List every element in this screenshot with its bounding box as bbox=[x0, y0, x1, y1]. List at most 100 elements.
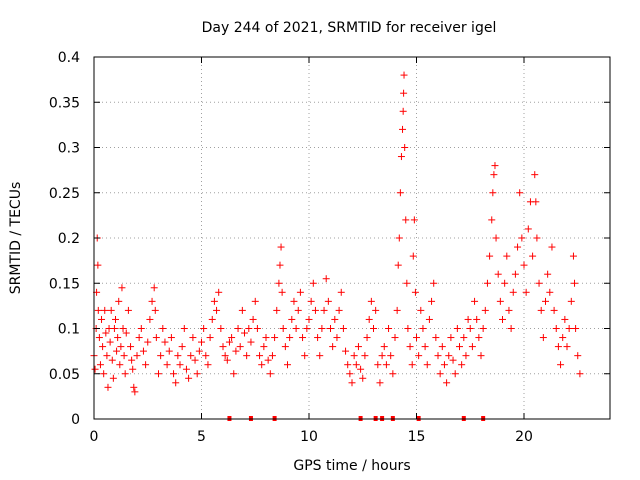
x-tick-label: 5 bbox=[197, 429, 206, 445]
data-point bbox=[118, 284, 126, 292]
data-point bbox=[501, 279, 509, 287]
data-point bbox=[301, 352, 309, 360]
data-point bbox=[260, 343, 268, 351]
data-point bbox=[208, 315, 216, 323]
x-tick-label: 0 bbox=[90, 429, 99, 445]
data-point bbox=[102, 329, 110, 337]
data-point bbox=[380, 343, 388, 351]
data-point bbox=[286, 334, 294, 342]
data-point bbox=[486, 252, 494, 260]
data-point bbox=[481, 306, 489, 314]
data-point bbox=[550, 306, 558, 314]
y-tick-label: 0.4 bbox=[58, 50, 80, 66]
data-point bbox=[251, 297, 259, 305]
data-point bbox=[574, 352, 582, 360]
data-point bbox=[505, 306, 513, 314]
data-point bbox=[253, 325, 261, 332]
data-point bbox=[309, 279, 317, 287]
data-point bbox=[278, 288, 286, 296]
data-point bbox=[290, 297, 298, 305]
data-point bbox=[563, 343, 571, 351]
data-point bbox=[137, 325, 145, 332]
data-point bbox=[275, 279, 283, 287]
data-point bbox=[357, 365, 365, 373]
y-tick-label: 0.25 bbox=[49, 186, 80, 202]
data-point bbox=[576, 370, 584, 378]
data-point bbox=[288, 315, 296, 323]
data-point bbox=[262, 334, 270, 342]
data-point bbox=[284, 361, 291, 369]
data-point bbox=[411, 288, 419, 296]
data-point bbox=[389, 370, 397, 378]
data-point bbox=[503, 252, 511, 260]
data-point bbox=[91, 365, 99, 373]
data-point bbox=[552, 325, 560, 332]
data-point bbox=[396, 189, 404, 197]
data-point bbox=[236, 343, 244, 351]
data-point bbox=[443, 379, 451, 387]
data-point bbox=[518, 234, 526, 242]
data-point bbox=[108, 356, 116, 364]
data-point bbox=[490, 171, 498, 179]
data-point bbox=[462, 352, 470, 360]
data-point bbox=[256, 352, 264, 360]
data-point bbox=[121, 370, 129, 378]
data-point bbox=[110, 325, 118, 332]
data-point bbox=[491, 162, 499, 170]
data-point bbox=[182, 365, 190, 373]
data-point bbox=[350, 352, 358, 360]
data-point bbox=[432, 334, 440, 342]
data-point bbox=[352, 361, 360, 369]
data-point bbox=[488, 216, 496, 224]
data-point bbox=[567, 297, 575, 305]
data-point bbox=[189, 334, 197, 342]
data-point bbox=[507, 325, 515, 332]
data-point bbox=[447, 334, 455, 342]
data-point bbox=[335, 306, 343, 314]
data-point bbox=[217, 325, 225, 332]
data-point bbox=[135, 334, 143, 342]
data-point bbox=[565, 325, 573, 332]
data-point bbox=[557, 361, 565, 369]
data-point bbox=[537, 306, 545, 314]
x-tick-label: 20 bbox=[515, 429, 533, 445]
data-point bbox=[116, 361, 124, 369]
data-point bbox=[98, 315, 106, 323]
data-point bbox=[167, 334, 175, 342]
data-point bbox=[307, 297, 315, 305]
data-point bbox=[99, 343, 107, 351]
data-point bbox=[271, 334, 279, 342]
data-point bbox=[249, 315, 257, 323]
data-point bbox=[453, 325, 461, 332]
data-point bbox=[466, 325, 474, 332]
data-point bbox=[104, 383, 112, 391]
data-point bbox=[195, 347, 203, 355]
data-point bbox=[221, 352, 229, 360]
data-point bbox=[520, 261, 528, 269]
y-tick-label: 0.15 bbox=[49, 276, 80, 292]
data-point bbox=[372, 306, 380, 314]
data-point bbox=[279, 325, 287, 332]
data-point bbox=[281, 343, 289, 351]
data-point bbox=[176, 361, 184, 369]
plot-frame bbox=[93, 56, 611, 420]
data-point bbox=[101, 306, 109, 314]
y-tick-label: 0.35 bbox=[49, 95, 80, 111]
data-point bbox=[532, 198, 540, 206]
data-point bbox=[120, 352, 128, 360]
data-point bbox=[333, 334, 341, 342]
data-point bbox=[204, 361, 212, 369]
data-point bbox=[572, 325, 580, 332]
data-point bbox=[170, 370, 178, 378]
data-point bbox=[378, 352, 386, 360]
data-point bbox=[151, 306, 159, 314]
data-point bbox=[243, 352, 251, 360]
data-point bbox=[142, 361, 150, 369]
data-point bbox=[559, 334, 567, 342]
data-point bbox=[419, 325, 427, 332]
data-point bbox=[516, 189, 524, 197]
data-point bbox=[219, 343, 227, 351]
y-tick-label: 0.3 bbox=[58, 141, 80, 157]
data-point bbox=[509, 288, 517, 296]
data-point bbox=[320, 306, 328, 314]
